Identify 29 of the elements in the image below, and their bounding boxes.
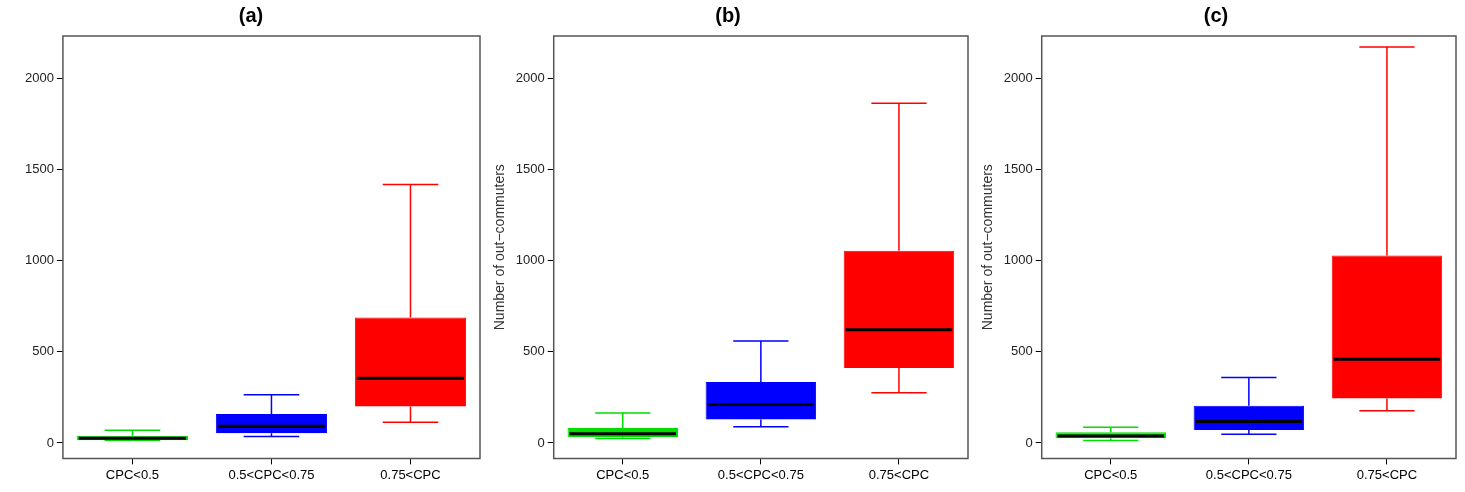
x-tick-label: 0.75<CPC: [380, 466, 441, 482]
y-tick-label: 0: [537, 434, 545, 450]
x-tick-label: CPC<0.5: [596, 466, 650, 482]
x-tick-label: CPC<0.5: [1084, 466, 1138, 482]
y-tick-label: 0: [46, 434, 54, 450]
y-tick-label: 1000: [515, 252, 545, 268]
y-tick-label: 1000: [25, 252, 54, 268]
y-tick-label: 500: [1011, 343, 1033, 359]
y-tick-label: 1000: [1003, 252, 1033, 268]
chart-title: (c): [1203, 3, 1229, 26]
y-tick-label: 1500: [1003, 161, 1033, 177]
y-tick-label: 0: [1025, 434, 1033, 450]
y-tick-label: 1500: [25, 161, 54, 177]
y-axis-title: Number of out−commuters: [491, 164, 508, 331]
x-tick-label: 0.5<CPC<0.75: [228, 466, 315, 482]
y-tick-label: 500: [32, 343, 54, 359]
chart-title: (a): [238, 3, 264, 26]
y-axis-title: Number of out−commuters: [979, 164, 996, 331]
y-tick-label: 500: [523, 343, 545, 359]
x-tick-label: CPC<0.5: [105, 466, 159, 482]
x-tick-label: 0.5<CPC<0.75: [1205, 466, 1292, 482]
y-tick-label: 2000: [25, 70, 54, 86]
x-tick-label: 0.75<CPC: [868, 466, 930, 482]
chart-title: (b): [715, 3, 741, 26]
y-tick-label: 2000: [1003, 70, 1033, 86]
y-tick-label: 2000: [515, 70, 545, 86]
x-tick-label: 0.5<CPC<0.75: [717, 466, 804, 482]
x-tick-label: 0.75<CPC: [1356, 466, 1418, 482]
y-tick-label: 1500: [515, 161, 545, 177]
